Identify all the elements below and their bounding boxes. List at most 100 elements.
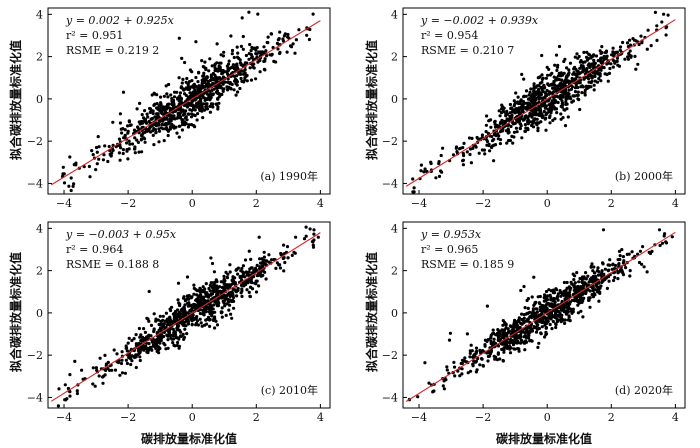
data-point bbox=[145, 347, 149, 351]
data-point bbox=[602, 54, 606, 59]
data-point bbox=[215, 323, 220, 327]
data-point bbox=[217, 76, 221, 80]
data-point bbox=[500, 347, 504, 351]
data-point bbox=[526, 118, 530, 122]
data-point bbox=[207, 295, 211, 299]
data-point bbox=[551, 291, 556, 295]
data-point bbox=[480, 357, 484, 361]
data-point bbox=[238, 274, 242, 279]
data-point bbox=[600, 269, 604, 273]
data-point bbox=[611, 65, 615, 69]
data-point bbox=[220, 310, 224, 314]
data-point bbox=[520, 312, 524, 316]
data-point bbox=[172, 343, 176, 347]
data-point bbox=[262, 250, 266, 254]
x-tick-label: −4 bbox=[56, 411, 72, 424]
data-point bbox=[536, 126, 540, 130]
data-point bbox=[557, 77, 562, 82]
data-point bbox=[152, 143, 156, 147]
data-point bbox=[580, 91, 584, 95]
data-point bbox=[511, 341, 515, 345]
data-point bbox=[143, 140, 147, 144]
data-point bbox=[208, 303, 213, 307]
data-point bbox=[522, 94, 526, 98]
data-point bbox=[200, 324, 204, 328]
data-point bbox=[532, 325, 536, 330]
data-point bbox=[575, 271, 579, 275]
fit-line bbox=[50, 232, 321, 402]
data-point bbox=[565, 75, 569, 79]
data-point bbox=[205, 75, 209, 80]
data-point bbox=[185, 275, 190, 279]
data-point bbox=[640, 262, 644, 266]
data-point bbox=[254, 52, 258, 56]
data-point bbox=[505, 112, 509, 116]
data-point bbox=[211, 105, 215, 109]
data-point bbox=[312, 232, 316, 236]
data-point bbox=[209, 77, 214, 82]
data-point bbox=[163, 117, 167, 121]
data-point bbox=[106, 159, 110, 164]
data-point bbox=[645, 270, 649, 274]
data-point bbox=[169, 107, 173, 111]
data-point bbox=[63, 383, 67, 387]
data-point bbox=[176, 340, 180, 345]
data-point bbox=[232, 306, 236, 310]
data-point bbox=[103, 144, 107, 148]
data-point bbox=[165, 105, 169, 109]
data-point bbox=[551, 299, 555, 303]
data-point bbox=[201, 308, 205, 312]
data-point bbox=[612, 59, 616, 63]
data-point bbox=[502, 346, 506, 350]
data-point bbox=[533, 96, 538, 100]
data-point bbox=[93, 384, 97, 388]
data-point bbox=[198, 286, 202, 290]
data-point bbox=[178, 91, 182, 95]
data-point bbox=[572, 67, 576, 71]
data-point bbox=[485, 304, 489, 308]
data-point bbox=[533, 90, 537, 95]
data-point bbox=[262, 255, 266, 259]
data-point bbox=[441, 384, 445, 388]
data-point bbox=[195, 101, 199, 106]
data-point bbox=[592, 271, 597, 275]
data-point bbox=[215, 79, 219, 83]
panels: −4 −2 0 2 4 −4 −2 0 2 4 y = 0.002 + 0.925x r² = 0.9… bbox=[27, 7, 686, 424]
data-point bbox=[199, 321, 203, 325]
data-point bbox=[214, 278, 218, 282]
x-tick-label: −4 bbox=[411, 197, 427, 210]
data-point bbox=[530, 312, 534, 316]
data-point bbox=[231, 295, 236, 300]
y-tick-label: 0 bbox=[36, 93, 43, 106]
data-point bbox=[154, 319, 158, 323]
data-point bbox=[227, 59, 231, 63]
data-point bbox=[283, 260, 287, 265]
data-point bbox=[609, 62, 613, 66]
data-point bbox=[559, 290, 563, 294]
data-point bbox=[186, 112, 191, 116]
data-point bbox=[583, 91, 587, 95]
data-point bbox=[182, 305, 186, 309]
data-point bbox=[563, 297, 567, 301]
data-point bbox=[544, 326, 549, 330]
data-point bbox=[67, 184, 71, 188]
data-point bbox=[68, 373, 72, 377]
data-point bbox=[175, 131, 179, 135]
data-point bbox=[505, 141, 509, 145]
data-point bbox=[492, 354, 496, 358]
data-point bbox=[239, 269, 243, 273]
data-point bbox=[618, 254, 622, 258]
data-point bbox=[153, 128, 158, 132]
data-point bbox=[173, 90, 177, 94]
data-point bbox=[249, 257, 253, 261]
data-point bbox=[252, 66, 256, 70]
data-point bbox=[575, 93, 579, 97]
data-point bbox=[500, 328, 504, 332]
data-point bbox=[160, 108, 164, 112]
data-point bbox=[563, 108, 567, 112]
data-point bbox=[226, 77, 230, 81]
data-point bbox=[544, 332, 549, 336]
data-point bbox=[186, 320, 191, 324]
data-point bbox=[567, 68, 571, 72]
data-point bbox=[575, 74, 579, 79]
